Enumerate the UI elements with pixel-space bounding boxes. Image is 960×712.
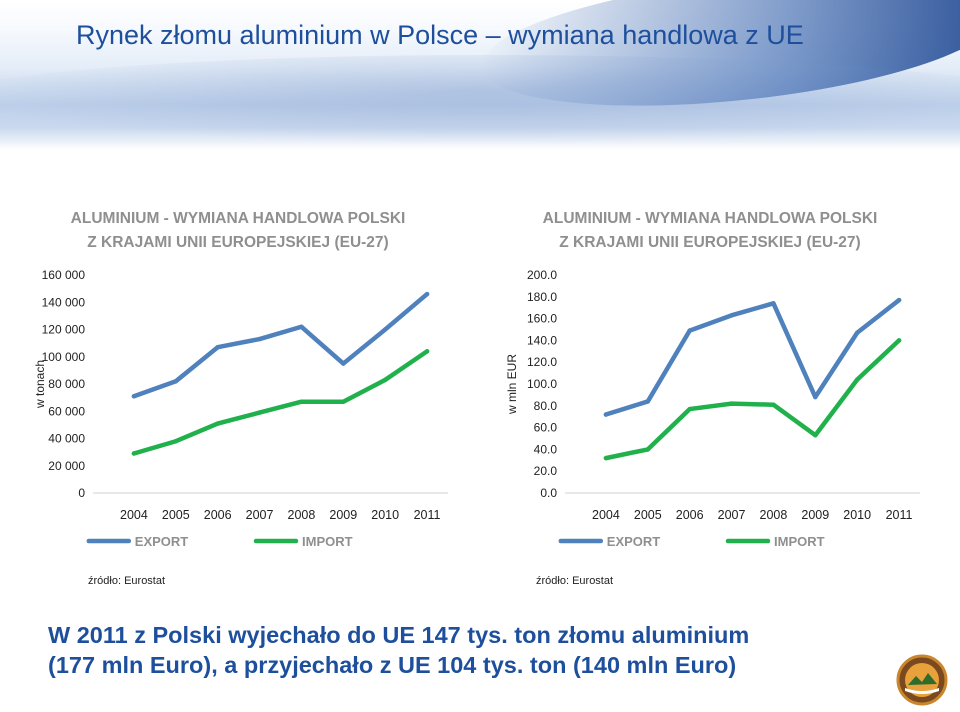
series-line-export bbox=[131, 291, 430, 399]
x-tick-label: 2011 bbox=[886, 508, 913, 522]
slide-title: Rynek złomu aluminium w Polsce – wymiana… bbox=[76, 20, 804, 50]
summary-line-1: W 2011 z Polski wyjechało do UE 147 tys.… bbox=[48, 622, 750, 648]
y-tick-label: 0.0 bbox=[540, 486, 557, 500]
data-point-import bbox=[424, 349, 430, 354]
y-tick-label: 80.0 bbox=[534, 399, 558, 413]
y-tick-label: 40 000 bbox=[48, 432, 85, 446]
data-point-export bbox=[687, 328, 692, 333]
x-tick-label: 2008 bbox=[288, 508, 316, 522]
y-axis-label: w tonach bbox=[33, 360, 47, 409]
x-tick-label: 2006 bbox=[204, 508, 232, 522]
legend-label-export: EXPORT bbox=[607, 534, 661, 549]
y-tick-label: 180.0 bbox=[527, 290, 557, 304]
source-note-right: źródło: Eurostat bbox=[536, 575, 614, 587]
data-point-import bbox=[173, 439, 179, 444]
chart-title-line-1: ALUMINIUM - WYMIANA HANDLOWA POLSKI bbox=[71, 210, 406, 227]
y-tick-label: 100.0 bbox=[527, 377, 557, 391]
data-point-import bbox=[687, 406, 692, 412]
data-point-export bbox=[257, 336, 262, 342]
data-point-export bbox=[299, 324, 304, 329]
summary-line-2: (177 mln Euro), a przyjechało z UE 104 t… bbox=[48, 652, 737, 678]
data-point-export bbox=[729, 313, 734, 318]
x-tick-label: 2011 bbox=[414, 508, 441, 522]
organization-logo bbox=[896, 654, 948, 706]
header-band bbox=[0, 0, 960, 150]
x-tick-label: 2008 bbox=[760, 508, 788, 522]
data-point-import bbox=[131, 451, 137, 456]
data-point-export bbox=[131, 394, 137, 399]
y-tick-label: 60.0 bbox=[534, 421, 558, 435]
y-tick-label: 140 000 bbox=[42, 295, 86, 309]
chart-tonnes: ALUMINIUM - WYMIANA HANDLOWA POLSKI Z KRA… bbox=[18, 195, 458, 565]
data-point-import bbox=[257, 410, 262, 415]
x-tick-label: 2007 bbox=[718, 508, 746, 522]
data-point-export bbox=[645, 399, 651, 404]
series-line-import bbox=[131, 349, 430, 456]
y-tick-label: 20.0 bbox=[534, 464, 558, 478]
y-tick-label: 20 000 bbox=[48, 459, 85, 473]
x-tick-label: 2004 bbox=[592, 508, 620, 522]
data-point-export bbox=[173, 379, 179, 384]
chart-mln-eur-svg: ALUMINIUM - WYMIANA HANDLOWA POLSKI Z KRA… bbox=[505, 210, 920, 549]
legend-label-import: IMPORT bbox=[302, 534, 353, 549]
data-point-import bbox=[854, 377, 860, 382]
y-tick-label: 160 000 bbox=[42, 268, 86, 282]
data-point-export bbox=[854, 330, 860, 335]
x-tick-label: 2005 bbox=[162, 508, 190, 522]
data-point-import bbox=[729, 401, 734, 406]
chart-title-line-2: Z KRAJAMI UNII EUROPEJSKIEJ (EU-27) bbox=[87, 234, 388, 251]
y-tick-label: 60 000 bbox=[48, 404, 85, 418]
y-tick-label: 160.0 bbox=[527, 312, 557, 326]
y-tick-label: 200.0 bbox=[527, 268, 557, 282]
x-tick-label: 2009 bbox=[329, 508, 357, 522]
data-point-export bbox=[424, 291, 430, 297]
legend-label-import: IMPORT bbox=[774, 534, 825, 549]
chart-title-line-2: Z KRAJAMI UNII EUROPEJSKIEJ (EU-27) bbox=[559, 234, 860, 251]
y-tick-label: 120 000 bbox=[42, 323, 86, 337]
header-decoration-lower bbox=[0, 55, 960, 145]
y-tick-label: 40.0 bbox=[534, 442, 558, 456]
data-point-import bbox=[771, 402, 776, 407]
x-tick-label: 2006 bbox=[676, 508, 704, 522]
chart-title-line-1: ALUMINIUM - WYMIANA HANDLOWA POLSKI bbox=[543, 210, 878, 227]
y-tick-label: 120.0 bbox=[527, 355, 557, 369]
y-tick-label: 100 000 bbox=[42, 350, 86, 364]
data-point-export bbox=[771, 301, 776, 306]
x-tick-label: 2009 bbox=[801, 508, 829, 522]
source-note-left: źródło: Eurostat bbox=[88, 575, 166, 587]
data-point-export bbox=[382, 327, 388, 332]
y-axis-label: w mln EUR bbox=[505, 354, 519, 415]
y-tick-label: 0 bbox=[78, 486, 85, 500]
x-tick-label: 2007 bbox=[246, 508, 274, 522]
legend-label-export: EXPORT bbox=[135, 534, 189, 549]
data-point-export bbox=[215, 345, 220, 350]
data-point-import bbox=[813, 433, 818, 438]
data-point-import bbox=[215, 421, 220, 426]
data-point-export bbox=[341, 361, 346, 366]
y-tick-label: 140.0 bbox=[527, 333, 557, 347]
x-tick-label: 2010 bbox=[371, 508, 399, 522]
y-tick-label: 80 000 bbox=[48, 377, 85, 391]
data-point-export bbox=[813, 394, 818, 400]
x-tick-label: 2004 bbox=[120, 508, 148, 522]
x-tick-label: 2005 bbox=[634, 508, 662, 522]
data-point-export bbox=[603, 412, 609, 417]
data-point-import bbox=[645, 447, 651, 452]
chart-tonnes-svg: ALUMINIUM - WYMIANA HANDLOWA POLSKI Z KRA… bbox=[33, 210, 448, 549]
series-line-import bbox=[603, 338, 902, 461]
data-point-import bbox=[341, 399, 346, 404]
data-point-import bbox=[603, 455, 609, 461]
data-point-import bbox=[382, 377, 388, 383]
data-point-export bbox=[896, 297, 902, 303]
data-point-import bbox=[299, 399, 304, 404]
series-line-export bbox=[603, 297, 902, 417]
x-tick-label: 2010 bbox=[843, 508, 871, 522]
data-point-import bbox=[896, 338, 902, 343]
chart-mln-eur: ALUMINIUM - WYMIANA HANDLOWA POLSKI Z KRA… bbox=[490, 195, 930, 565]
summary-text: W 2011 z Polski wyjechało do UE 147 tys.… bbox=[48, 620, 868, 680]
